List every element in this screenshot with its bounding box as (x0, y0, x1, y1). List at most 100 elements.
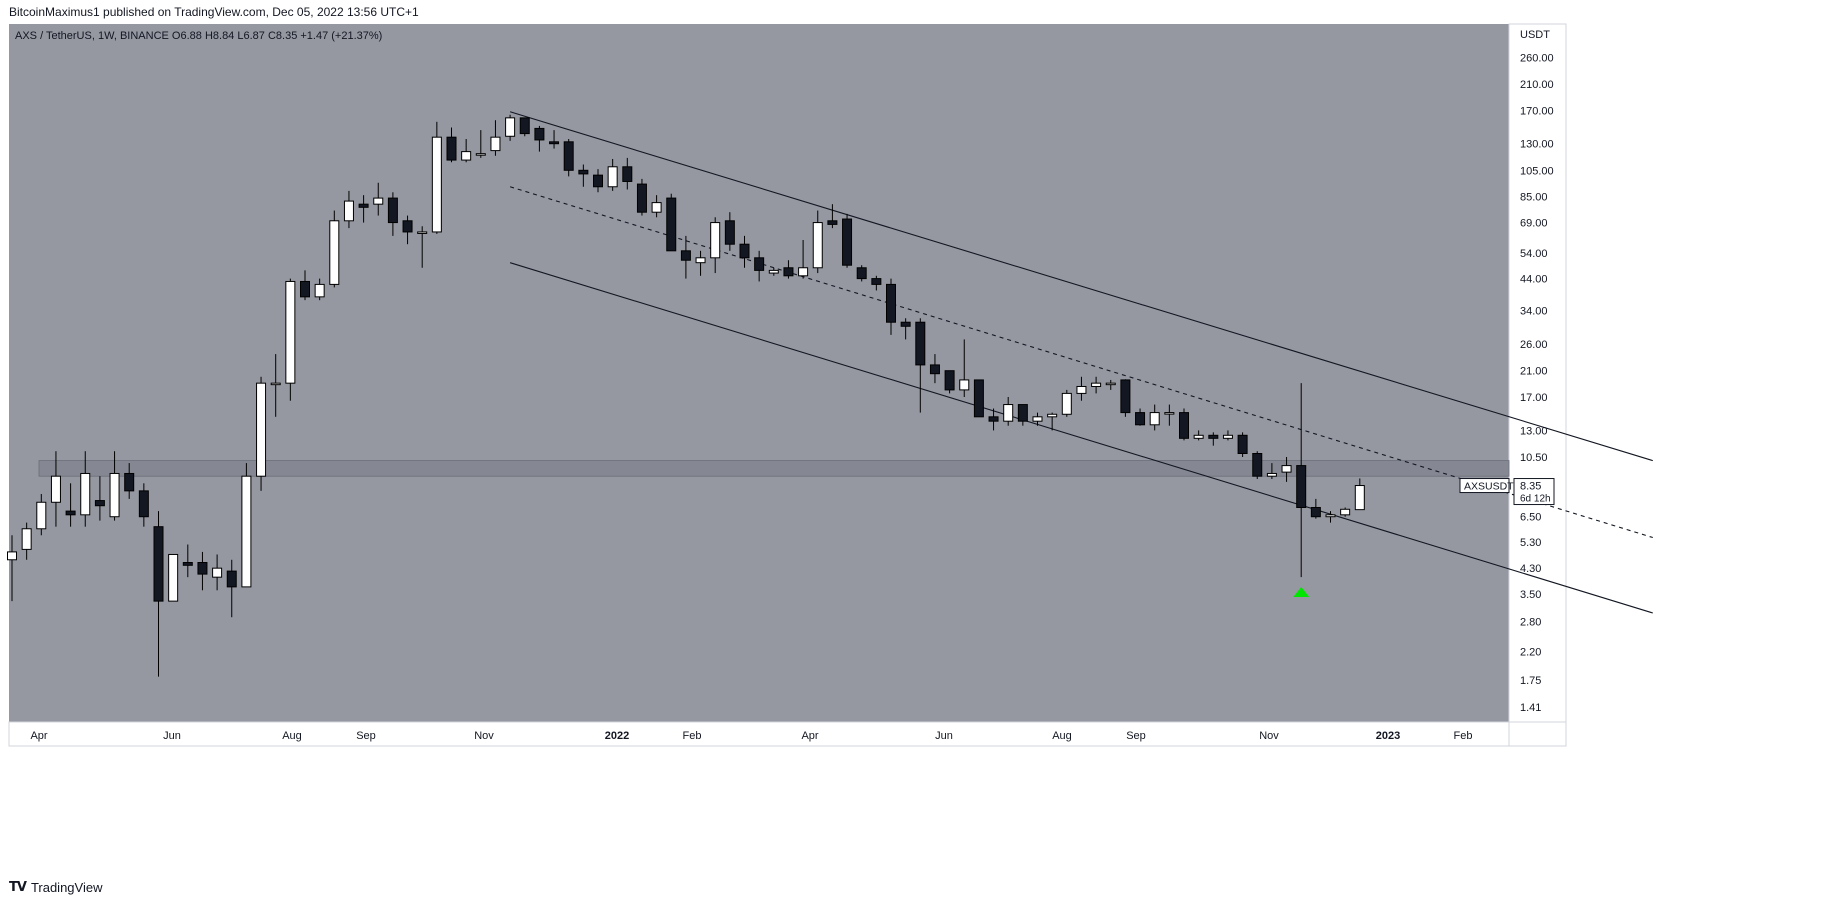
candle[interactable] (1047, 413, 1058, 418)
candle[interactable] (783, 267, 794, 277)
candle[interactable] (798, 267, 809, 277)
candle[interactable] (226, 570, 237, 588)
time-axis[interactable] (8, 721, 1510, 747)
candle[interactable] (622, 166, 633, 182)
candle[interactable] (1193, 434, 1204, 439)
candle[interactable] (1003, 404, 1014, 422)
channel-lower-line[interactable] (509, 262, 1653, 614)
candle[interactable] (124, 472, 135, 492)
candle[interactable] (1032, 416, 1043, 422)
candle[interactable] (270, 382, 281, 386)
candle[interactable] (680, 250, 691, 261)
candle[interactable] (768, 269, 779, 274)
candle[interactable] (607, 166, 618, 188)
candle[interactable] (1281, 465, 1292, 473)
candle[interactable] (256, 382, 267, 477)
candle[interactable] (1237, 434, 1248, 454)
candle[interactable] (300, 280, 310, 298)
candle[interactable] (1340, 508, 1351, 516)
candle[interactable] (988, 416, 999, 422)
candle[interactable] (1149, 412, 1160, 426)
candle[interactable] (168, 553, 179, 602)
candle[interactable] (666, 197, 677, 252)
candle[interactable] (563, 141, 574, 171)
candle[interactable] (241, 475, 252, 588)
candle[interactable] (534, 127, 545, 141)
candle[interactable] (490, 136, 501, 152)
candle[interactable] (842, 218, 853, 266)
candle[interactable] (36, 501, 47, 530)
horizontal-zone[interactable] (38, 460, 1510, 477)
candle[interactable] (1017, 404, 1028, 422)
candle[interactable] (329, 220, 340, 285)
candle[interactable] (387, 197, 398, 224)
candle[interactable] (1310, 506, 1321, 518)
candle[interactable] (1354, 485, 1365, 511)
candle[interactable] (182, 562, 193, 566)
candle[interactable] (1325, 514, 1336, 518)
candle[interactable] (1061, 392, 1072, 415)
candle[interactable] (973, 379, 984, 418)
candle[interactable] (827, 220, 838, 225)
candle[interactable] (549, 141, 560, 145)
candle[interactable] (1105, 382, 1116, 386)
candle[interactable] (754, 257, 765, 271)
candle[interactable] (1179, 412, 1189, 439)
candle[interactable] (109, 472, 120, 518)
candle[interactable] (212, 567, 223, 578)
candle[interactable] (1208, 434, 1219, 439)
candle[interactable] (1266, 472, 1277, 477)
candle[interactable] (7, 551, 17, 561)
candle[interactable] (959, 379, 970, 391)
candle[interactable] (1296, 465, 1307, 508)
candle[interactable] (812, 222, 823, 269)
candle[interactable] (475, 153, 486, 156)
candle[interactable] (343, 200, 354, 222)
candle[interactable] (358, 203, 369, 208)
candle[interactable] (1120, 379, 1131, 414)
candle[interactable] (710, 222, 721, 259)
candle[interactable] (461, 151, 472, 161)
candle[interactable] (944, 370, 955, 391)
candle[interactable] (65, 510, 76, 516)
candle[interactable] (519, 117, 530, 135)
candle[interactable] (739, 243, 750, 259)
candle[interactable] (402, 220, 413, 233)
candle[interactable] (80, 472, 91, 516)
channel-upper-line[interactable] (509, 111, 1653, 462)
candle[interactable] (1164, 412, 1175, 415)
candle[interactable] (50, 475, 61, 503)
candle[interactable] (285, 280, 296, 384)
candle[interactable] (1252, 452, 1263, 477)
candle[interactable] (21, 528, 32, 550)
candle[interactable] (915, 321, 926, 366)
candle[interactable] (153, 526, 164, 602)
candle[interactable] (1076, 385, 1087, 394)
candle[interactable] (871, 278, 882, 285)
candle[interactable] (900, 321, 911, 327)
candle[interactable] (929, 364, 940, 375)
candle[interactable] (724, 220, 735, 245)
candle[interactable] (431, 136, 442, 233)
candle[interactable] (1222, 434, 1233, 439)
candle[interactable] (94, 500, 105, 507)
candle[interactable] (651, 202, 662, 213)
candle[interactable] (636, 183, 647, 213)
candle[interactable] (886, 283, 896, 323)
candle[interactable] (446, 136, 457, 161)
candle[interactable] (197, 562, 208, 575)
candle[interactable] (578, 169, 589, 175)
candle[interactable] (1135, 412, 1146, 426)
candle[interactable] (373, 197, 384, 205)
candle[interactable] (314, 283, 325, 298)
price-axis[interactable] (1508, 23, 1567, 723)
candle[interactable] (1091, 382, 1102, 387)
candle[interactable] (593, 174, 603, 188)
candle[interactable] (856, 267, 867, 280)
candle[interactable] (417, 231, 428, 234)
candle[interactable] (138, 490, 149, 518)
candle[interactable] (505, 117, 516, 137)
candle[interactable] (695, 257, 706, 264)
